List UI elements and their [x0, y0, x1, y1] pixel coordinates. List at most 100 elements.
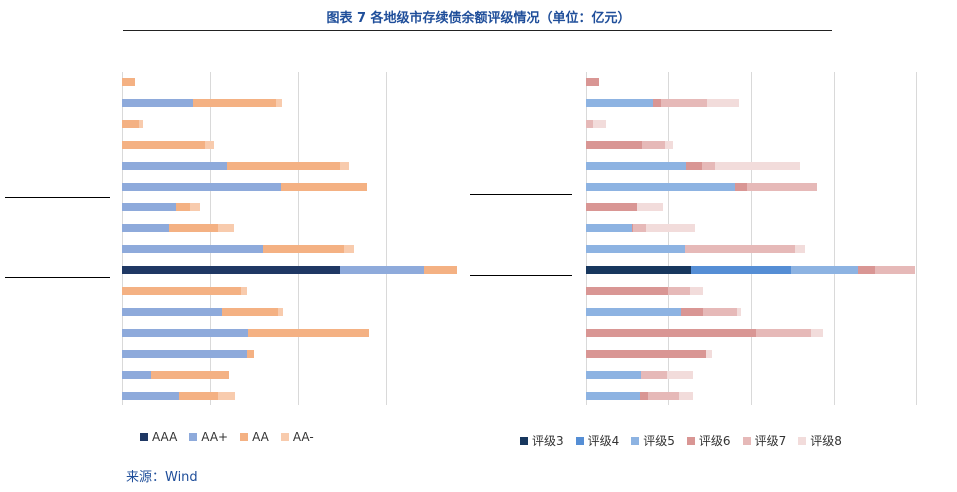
legend-swatch	[189, 433, 198, 441]
bar-segment-AA+	[121, 328, 249, 337]
bar-segment-AA-	[339, 161, 349, 170]
legend-item: 评级8	[798, 432, 842, 449]
bar-segment-评级6	[653, 98, 662, 107]
bar-segment-评级8	[810, 328, 824, 337]
gridline	[585, 72, 587, 405]
legend-label: 评级8	[810, 434, 842, 448]
legend-label: AA-	[292, 430, 314, 444]
bar-segment-AA+	[121, 182, 281, 191]
bar-segment-评级6	[585, 328, 756, 337]
gridline	[121, 72, 123, 405]
bar-segment-评级7	[633, 224, 646, 233]
legend-label: 评级5	[643, 434, 675, 448]
bar-segment-AA-	[276, 98, 282, 107]
bar-segment-AA	[280, 182, 368, 191]
legend-label: 评级3	[532, 434, 564, 448]
legend: 评级3 评级4 评级5 评级6 评级7 评级8	[520, 432, 842, 449]
figure-title: 图表 7 各地级市存续债余额评级情况（单位：亿元）	[326, 11, 631, 26]
title-underline	[123, 30, 832, 31]
bar-segment-AA-	[278, 307, 284, 316]
bar-segment-评级8	[795, 245, 805, 254]
bar-segment-AAA	[121, 266, 340, 275]
legend-swatch	[742, 436, 751, 445]
bar-segment-AA-	[343, 245, 355, 254]
bar-segment-评级5	[790, 266, 858, 275]
bar-segment-AA	[248, 328, 369, 337]
bar-segment-AA+	[339, 266, 424, 275]
bar-segment-评级6	[681, 307, 703, 316]
bar-segment-AA	[175, 203, 190, 212]
bar-segment-AA+	[121, 391, 179, 400]
bar-segment-评级7	[641, 370, 667, 379]
bar-segment-评级7	[661, 98, 708, 107]
bar-segment-AA+	[121, 98, 193, 107]
bar-segment-AA	[247, 349, 255, 358]
bar-segment-AA+	[121, 224, 170, 233]
bar-segment-评级5	[585, 224, 632, 233]
bar-segment-AA	[121, 119, 140, 128]
bar-segment-AA	[423, 266, 457, 275]
bar-segment-AA	[192, 98, 277, 107]
gridline	[668, 72, 670, 405]
bar-segment-AA	[227, 161, 340, 170]
legend: AAA AA+ AA AA-	[140, 430, 314, 444]
bar-segment-评级6	[585, 140, 642, 149]
bar-segment-AA	[151, 370, 229, 379]
bar-segment-AA	[178, 391, 219, 400]
legend-swatch	[686, 436, 695, 445]
gridline	[750, 72, 752, 405]
bar-segment-评级7	[585, 119, 594, 128]
bar-segment-评级8	[714, 161, 801, 170]
legend-label: AAA	[152, 430, 178, 444]
bar-segment-评级7	[668, 287, 690, 295]
legend-swatch	[631, 436, 640, 445]
bar-segment-AA-	[218, 224, 234, 233]
bar-segment-评级7	[702, 161, 715, 170]
bar-segment-评级8	[736, 307, 742, 316]
bar-segment-AA+	[121, 307, 223, 316]
bar-segment-AA	[222, 307, 279, 316]
bar-segment-评级5	[585, 391, 641, 400]
legend-item: AAA	[140, 430, 177, 444]
bar-segment-评级6	[585, 203, 637, 212]
bar-segment-评级7	[648, 391, 680, 400]
bar-segment-AA	[263, 245, 344, 254]
bar-segment-AA	[121, 140, 206, 149]
bar-segment-AA+	[121, 245, 264, 254]
bar-segment-评级8	[689, 287, 704, 295]
legend-swatch	[240, 433, 249, 441]
legend-item: 评级5	[631, 432, 675, 449]
legend-label: 评级4	[587, 434, 620, 448]
bar-segment-AA+	[121, 349, 248, 358]
bar-segment-评级5	[585, 307, 682, 316]
group-separator	[5, 277, 110, 278]
bar-segment-AA-	[240, 287, 247, 295]
legend-swatch	[280, 433, 289, 441]
bar-segment-AA	[169, 224, 219, 233]
bar-segment-评级6	[640, 391, 649, 400]
bar-segment-评级8	[645, 224, 695, 233]
bar-segment-评级7	[747, 182, 817, 191]
bar-segment-评级7	[641, 140, 665, 149]
gridline	[833, 72, 835, 405]
bar-segment-AA+	[121, 370, 152, 379]
bar-segment-AA-	[189, 203, 200, 212]
source-note: 来源：Wind	[126, 470, 198, 485]
bar-segment-评级6	[585, 287, 669, 295]
legend-swatch	[520, 436, 528, 445]
bar-segment-评级5	[585, 161, 687, 170]
legend-label: AA	[252, 430, 269, 444]
group-separator	[470, 194, 572, 195]
bar-segment-AA-	[205, 140, 215, 149]
gridline	[385, 72, 387, 405]
bar-segment-评级8	[636, 203, 663, 212]
bar-segment-AA+	[121, 161, 228, 170]
bar-segment-评级8	[679, 391, 694, 400]
gridline	[297, 72, 299, 405]
bar-segment-评级8	[664, 140, 673, 149]
bar-segment-评级8	[666, 370, 694, 379]
bar-segment-评级5	[585, 182, 736, 191]
bar-segment-AA	[121, 287, 241, 295]
bar-segment-评级7	[702, 307, 737, 316]
legend-item: AA+	[189, 430, 228, 444]
